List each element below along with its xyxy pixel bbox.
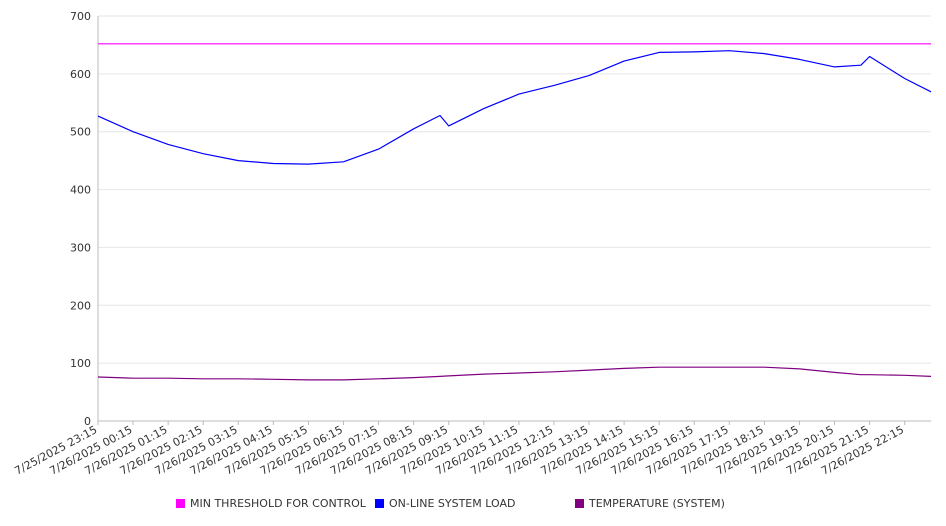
legend-label-threshold: MIN THRESHOLD FOR CONTROL <box>190 497 366 510</box>
axes <box>97 16 931 422</box>
y-tick-label: 600 <box>70 68 91 81</box>
gridlines <box>98 15 931 422</box>
x-axis-ticks: 7/25/2025 23:157/26/2025 00:157/26/2025 … <box>12 421 906 478</box>
y-tick-label: 300 <box>70 241 91 254</box>
y-axis-ticks: 0 100 200 300 400 500 600 700 <box>70 10 91 428</box>
legend-swatch-threshold <box>176 499 185 508</box>
legend-item-threshold[interactable]: MIN THRESHOLD FOR CONTROL <box>176 497 366 510</box>
legend-swatch-load <box>375 499 384 508</box>
y-tick-label: 400 <box>70 184 91 197</box>
legend-label-load: ON-LINE SYSTEM LOAD <box>389 497 516 510</box>
series-line-temperature-system <box>97 366 932 381</box>
y-tick-label: 200 <box>70 299 91 312</box>
y-tick-label: 700 <box>70 10 91 23</box>
series-line-on-line-system-load <box>97 50 932 165</box>
legend-label-temperature: TEMPERATURE (SYSTEM) <box>589 497 725 510</box>
legend: MIN THRESHOLD FOR CONTROL ON-LINE SYSTEM… <box>0 497 946 515</box>
legend-item-load[interactable]: ON-LINE SYSTEM LOAD <box>375 497 515 510</box>
legend-swatch-temperature <box>575 499 584 508</box>
y-tick-label: 100 <box>70 357 91 370</box>
series-lines <box>97 43 932 381</box>
legend-item-temperature[interactable]: TEMPERATURE (SYSTEM) <box>575 497 725 510</box>
y-tick-label: 500 <box>70 126 91 139</box>
y-tick-label: 0 <box>84 415 91 428</box>
